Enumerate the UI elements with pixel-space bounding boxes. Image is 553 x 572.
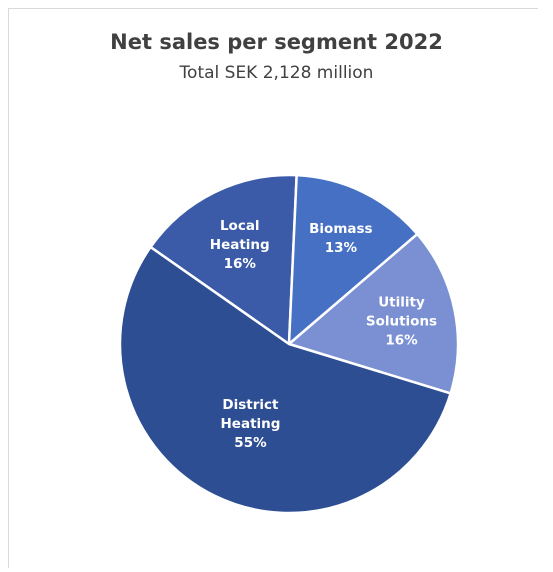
chart-title: Net sales per segment 2022 <box>110 30 443 54</box>
slice-percent-label-1: 13% <box>325 240 358 256</box>
slice-percent-label-0: 16% <box>224 256 257 272</box>
chart-subtitle: Total SEK 2,128 million <box>179 63 374 83</box>
slice-label-0: Heating <box>210 237 270 253</box>
slice-label-3: District <box>222 397 279 413</box>
slice-label-3: Heating <box>221 416 281 432</box>
slice-label-1: Biomass <box>309 221 372 237</box>
slice-label-0: Local <box>220 218 260 234</box>
pie-slice-2 <box>286 232 460 395</box>
slice-label-2: Utility <box>378 294 425 310</box>
slice-percent-label-2: 16% <box>385 332 418 348</box>
pie-slice-3 <box>118 245 453 515</box>
pie-slice-1 <box>287 173 420 347</box>
slice-label-2: Solutions <box>366 313 437 329</box>
slice-percent-label-3: 55% <box>234 435 267 451</box>
pie-slice-0 <box>148 173 298 347</box>
